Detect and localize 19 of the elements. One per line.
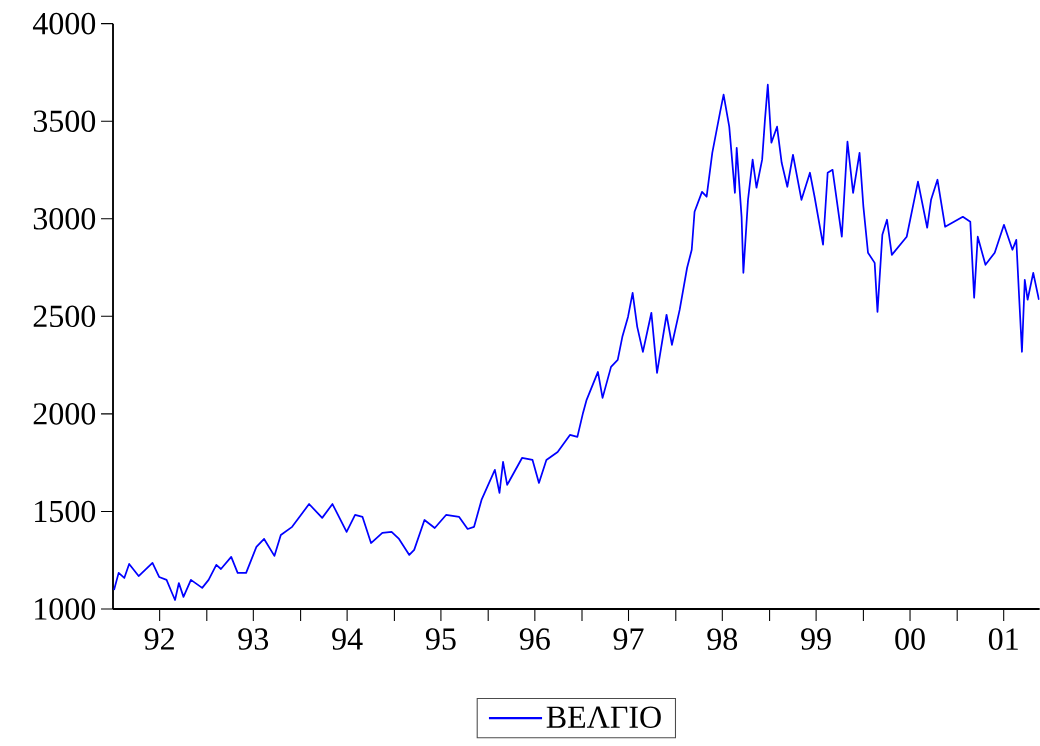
y-tick-label: 2500	[33, 305, 96, 328]
x-tick-label: 01	[988, 628, 1018, 650]
y-tick-label: 3500	[33, 110, 96, 133]
x-tick-label: 00	[895, 628, 925, 650]
x-tick-label: 94	[332, 628, 363, 650]
y-tick-label: 2000	[33, 403, 96, 425]
line-series	[113, 83, 1040, 601]
x-tick-label: 93	[238, 628, 269, 650]
x-tick-label: 92	[144, 628, 174, 650]
y-tick-label: 1000	[35, 598, 96, 620]
y-tick-label: 3000	[33, 207, 96, 230]
y-tick-label: 1500	[35, 500, 96, 523]
x-tick-label: 98	[707, 628, 738, 650]
x-tick-label: 96	[519, 628, 550, 650]
y-tick-label: 4000	[32, 12, 96, 35]
x-tick-label: 97	[613, 628, 644, 650]
x-tick-label: 99	[801, 628, 831, 650]
x-tick-label: 95	[425, 628, 456, 650]
legend-label: ΒΕΛΓΙΟ	[546, 706, 661, 728]
